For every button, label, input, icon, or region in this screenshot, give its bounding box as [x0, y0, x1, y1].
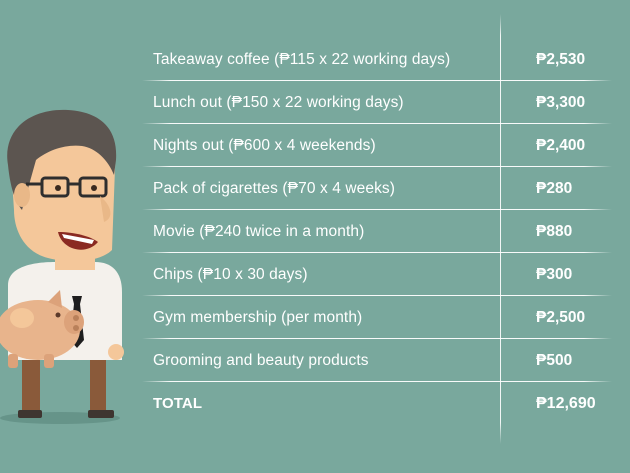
expense-amount: ₱300 [536, 265, 573, 283]
expense-label: Takeaway coffee (₱115 x 22 working days) [153, 50, 451, 68]
pants [18, 355, 114, 418]
column-divider [500, 14, 501, 444]
table-row: Takeaway coffee (₱115 x 22 working days)… [142, 38, 612, 81]
expense-label: Movie (₱240 twice in a month) [153, 222, 365, 240]
expense-amount: ₱500 [536, 351, 573, 369]
expense-label: Nights out (₱600 x 4 weekends) [153, 136, 376, 154]
table-row: Gym membership (per month) ₱2,500 [142, 296, 612, 339]
table-row: Pack of cigarettes (₱70 x 4 weeks) ₱280 [142, 167, 612, 210]
head [7, 109, 117, 262]
man-with-piggy-bank-illustration [0, 109, 124, 424]
expense-label: Gym membership (per month) [153, 308, 363, 326]
table-row: Lunch out (₱150 x 22 working days) ₱3,30… [142, 81, 612, 124]
expense-amount: ₱280 [536, 179, 573, 197]
expense-amount: ₱2,500 [536, 308, 586, 326]
table-row: Chips (₱10 x 30 days) ₱300 [142, 253, 612, 296]
table-row: Nights out (₱600 x 4 weekends) ₱2,400 [142, 124, 612, 167]
table-row: Grooming and beauty products ₱500 [142, 339, 612, 382]
hair [7, 109, 117, 210]
total-label: TOTAL [153, 395, 203, 412]
right-arm [100, 290, 122, 352]
expense-label: Lunch out (₱150 x 22 working days) [153, 93, 404, 111]
expense-label: Grooming and beauty products [153, 351, 369, 369]
expense-amount: ₱3,300 [536, 93, 586, 111]
total-row: TOTAL ₱12,690 [142, 382, 612, 425]
expense-amount: ₱2,400 [536, 136, 586, 154]
total-amount: ₱12,690 [536, 394, 596, 412]
expense-label: Chips (₱10 x 30 days) [153, 265, 308, 283]
expense-amount: ₱880 [536, 222, 573, 240]
expense-label: Pack of cigarettes (₱70 x 4 weeks) [153, 179, 396, 197]
expense-amount: ₱2,530 [536, 50, 586, 68]
glasses-icon [26, 176, 108, 198]
expense-table: Takeaway coffee (₱115 x 22 working days)… [142, 38, 612, 425]
table-row: Movie (₱240 twice in a month) ₱880 [142, 210, 612, 253]
